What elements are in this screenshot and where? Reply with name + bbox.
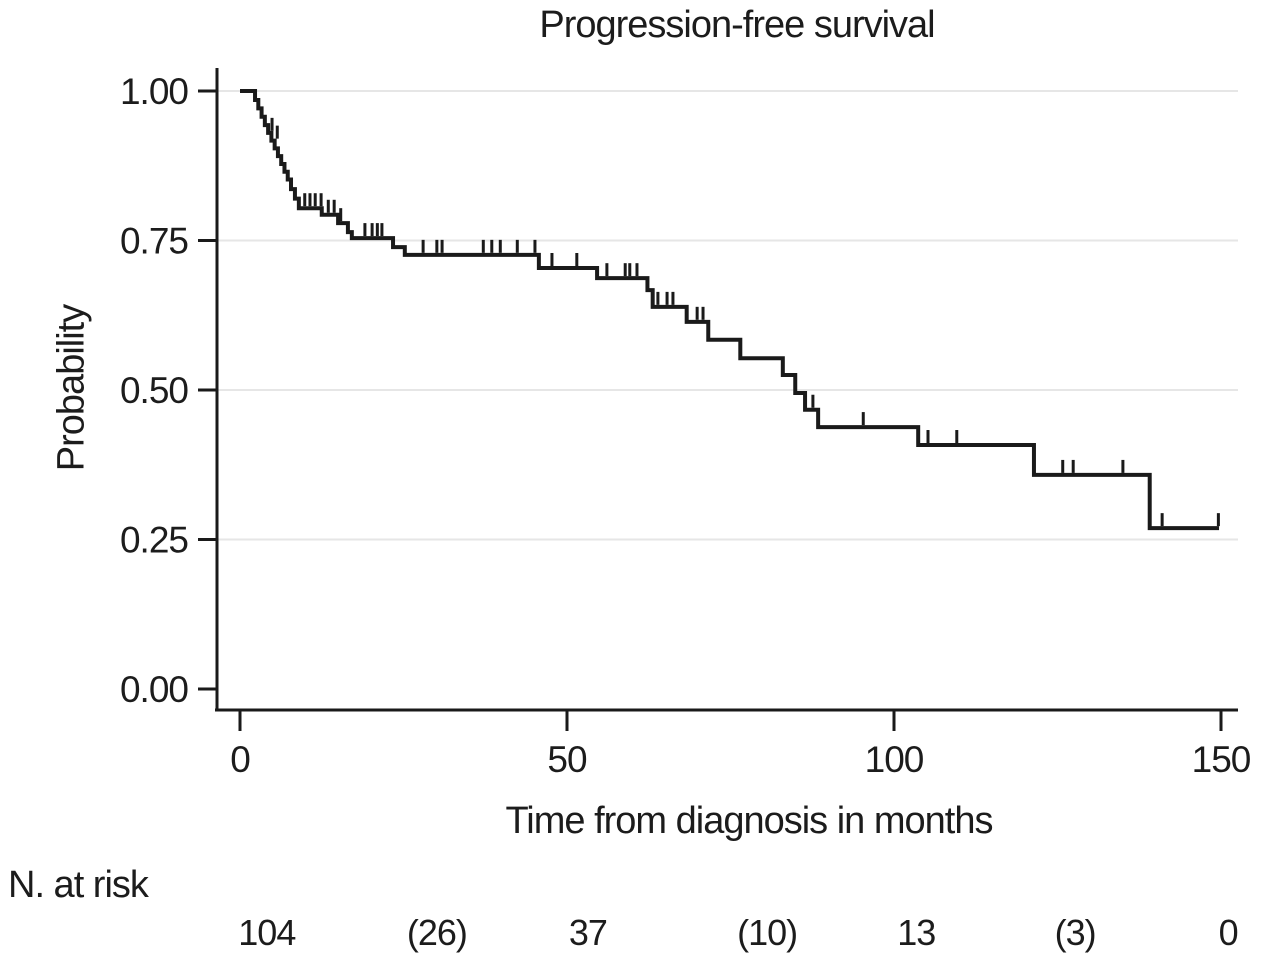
y-tick-label: 0.25	[120, 520, 188, 561]
n-at-risk-label: N. at risk	[8, 864, 149, 906]
y-tick-label: 0.75	[120, 221, 188, 262]
y-tick-label: 1.00	[120, 71, 188, 112]
km-curve	[240, 89, 1220, 531]
chart-title: Progression-free survival	[539, 4, 935, 46]
x-axis-label: Time from diagnosis in months	[505, 800, 993, 842]
y-tick-label: 0.50	[120, 370, 188, 411]
x-tick-label: 0	[230, 739, 250, 780]
x-tick-label: 100	[865, 739, 924, 780]
y-tick-label: 0.00	[120, 669, 188, 710]
x-tick-label: 150	[1192, 739, 1251, 780]
x-tick-label: 50	[547, 739, 587, 780]
